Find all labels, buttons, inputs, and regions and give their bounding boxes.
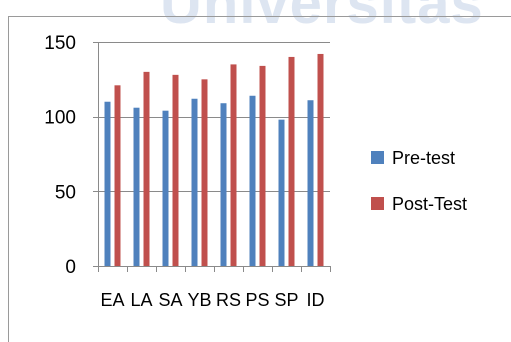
legend-label: Pre-test: [392, 148, 455, 168]
x-category-label: RS: [216, 290, 241, 310]
watermark: Universitas: [160, 0, 484, 36]
legend-swatch: [371, 197, 384, 210]
bar-post-test-la: [143, 71, 150, 266]
y-tick-label: 50: [55, 182, 76, 203]
x-category-label: SP: [274, 290, 298, 310]
bar-pre-test-rs: [220, 103, 227, 266]
gridlines: [98, 42, 330, 192]
x-category-label: PS: [245, 290, 269, 310]
legend-label: Post-Test: [392, 194, 467, 214]
bar-post-test-id: [317, 53, 324, 266]
bar-pre-test-ps: [249, 95, 256, 266]
x-category-label: ID: [307, 290, 325, 310]
y-tick-label: 0: [65, 257, 76, 278]
y-tick-label: 150: [44, 33, 76, 54]
x-category-labels: EA LA SA YB RS PS SP ID: [100, 290, 324, 310]
legend-swatch: [371, 151, 384, 164]
bar-post-test-ps: [259, 65, 266, 266]
bar-pre-test-yb: [191, 98, 198, 266]
bar-pre-test-ea: [104, 101, 111, 266]
bar-pre-test-la: [133, 107, 140, 266]
chart-frame-top: [8, 16, 511, 17]
bar-post-test-sa: [172, 74, 179, 266]
x-category-label: EA: [100, 290, 124, 310]
bar-pre-test-id: [307, 100, 314, 267]
y-tick-labels: 0 50 100 150: [44, 33, 76, 278]
bar-pre-test-sp: [278, 119, 285, 266]
bar-post-test-yb: [201, 79, 208, 266]
x-category-label: SA: [158, 290, 182, 310]
x-category-label: LA: [130, 290, 152, 310]
y-tick-label: 100: [44, 108, 76, 129]
bar-post-test-rs: [230, 64, 237, 267]
bar-post-test-sp: [288, 56, 295, 266]
bars: [104, 53, 324, 267]
chart-frame-left: [8, 16, 9, 342]
bar-pre-test-sa: [162, 110, 169, 267]
legend: Pre-test Post-Test: [371, 148, 467, 214]
axes: [93, 42, 331, 272]
bar-post-test-ea: [114, 85, 121, 266]
x-category-label: YB: [187, 290, 211, 310]
